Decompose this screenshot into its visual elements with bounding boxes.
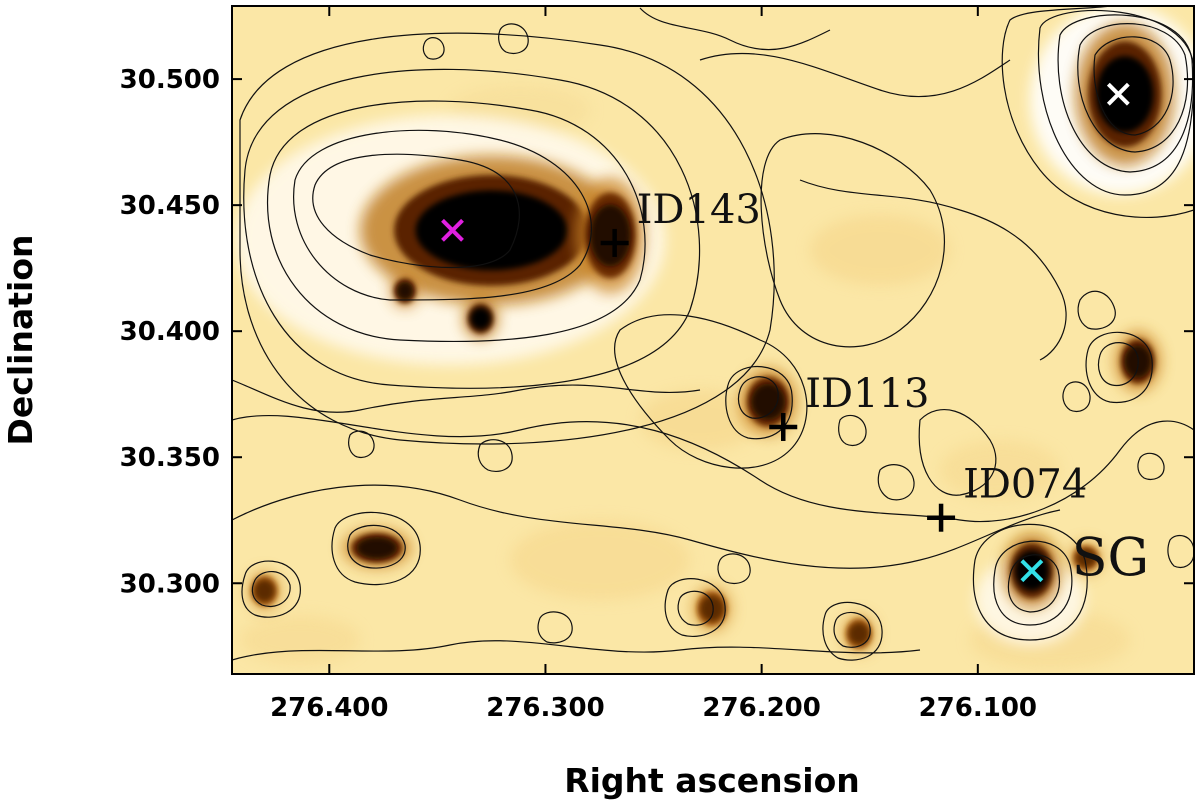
- y-tick-label: 30.500: [120, 65, 220, 95]
- y-tick: 30.450: [120, 191, 1194, 221]
- x-tick: 276.100: [919, 6, 1037, 723]
- contour-low-1: [347, 524, 406, 569]
- contour-low-4: [241, 560, 301, 618]
- contour-low-10: [477, 439, 513, 473]
- contour-ne-5: [1001, 6, 1194, 218]
- contour-low-13: [1062, 381, 1091, 413]
- contour-main-2: [293, 129, 592, 301]
- emission-blob: [246, 570, 282, 612]
- contour-main-5: [239, 32, 775, 445]
- contour-wide-8: [918, 409, 997, 496]
- contour-low-17: [1167, 534, 1194, 569]
- contour-ne-1: [1093, 36, 1174, 136]
- contour-sg-2: [993, 540, 1073, 626]
- y-axis-ticks: 30.500 30.450 30.400 30.350 30.300: [120, 65, 1194, 599]
- y-tick: 30.500: [120, 65, 1194, 95]
- y-axis-title: Declination: [1, 235, 40, 446]
- x-marker: [1106, 82, 1130, 106]
- contour-mid-1: [614, 314, 808, 469]
- y-tick-label: 30.350: [120, 443, 220, 473]
- contour-right-3: [1077, 290, 1116, 330]
- x-marker: SG: [1020, 529, 1149, 589]
- y-tick: 30.350: [120, 443, 1194, 473]
- contour-ne-3: [1057, 14, 1194, 173]
- plot-area: ID143 ID113 ID074 SG: [232, 6, 1194, 674]
- y-tick-label: 30.450: [120, 191, 220, 221]
- contour-main-4: [243, 68, 701, 389]
- contour-wide-4: [699, 52, 1011, 98]
- contour-low-14: [498, 23, 529, 55]
- contour-id113-1: [737, 376, 779, 419]
- contour-sg-1: [1007, 554, 1060, 613]
- plus-marker-id074: ID074: [927, 462, 1087, 532]
- contour-right-1: [1097, 342, 1139, 387]
- contour-low-6: [664, 578, 726, 637]
- sg-label: SG: [1072, 529, 1149, 589]
- contour-ne-2: [1077, 23, 1189, 153]
- x-tick: 276.200: [702, 6, 821, 723]
- contour-low-16: [348, 430, 375, 459]
- plus-marker-id143: ID143: [600, 187, 761, 257]
- contour-low-5: [677, 590, 714, 626]
- emission-blob: [360, 155, 623, 306]
- contours: [232, 6, 1194, 661]
- emission-blob: [1068, 541, 1104, 576]
- emission-blob: [841, 613, 877, 655]
- x-tick-label: 276.100: [919, 693, 1037, 723]
- y-tick: 30.400: [120, 317, 1194, 347]
- contour-low-18: [838, 414, 867, 447]
- plus-markers: ID143 ID113 ID074: [600, 187, 1087, 532]
- contour-low-9: [537, 611, 573, 644]
- plus-marker-id113: ID113: [769, 371, 929, 441]
- emission-blob: [341, 527, 412, 569]
- contour-main-3: [266, 100, 646, 343]
- contour-wide-7: [232, 640, 921, 661]
- contour-right-2: [1085, 331, 1153, 404]
- x-tick-label: 276.300: [486, 693, 604, 723]
- contour-wide-3: [232, 379, 701, 413]
- contour-low-8: [822, 601, 883, 661]
- source-label: ID113: [805, 371, 929, 417]
- y-tick-label: 30.300: [120, 569, 220, 599]
- contour-low-7: [833, 611, 871, 648]
- contour-main-inner: [312, 153, 520, 269]
- contour-mid-2: [760, 133, 945, 348]
- emission-blob: [390, 273, 420, 308]
- contour-wide-6: [799, 179, 1067, 361]
- plot-frame: [231, 5, 1195, 675]
- source-label: ID143: [637, 187, 761, 233]
- x-axis-ticks: 276.400 276.300 276.200 276.100: [270, 6, 1037, 723]
- contour-ne-4: [1037, 9, 1194, 196]
- x-axis-title: Right ascension: [564, 761, 860, 800]
- contour-low-11: [717, 553, 751, 585]
- contour-low-3: [251, 571, 291, 607]
- contour-low-2: [331, 511, 421, 586]
- x-markers: SG: [441, 82, 1149, 589]
- contour-low-12: [1137, 452, 1165, 481]
- contour-low-19: [877, 464, 915, 501]
- x-tick: 276.400: [270, 6, 388, 723]
- contour-wide-1: [232, 414, 1194, 523]
- emission-blob: [575, 177, 646, 294]
- x-tick-label: 276.200: [702, 693, 820, 723]
- emission-blob: [463, 298, 499, 339]
- contour-low-15: [422, 37, 445, 60]
- contour-sg-3: [972, 523, 1088, 641]
- x-tick-label: 276.400: [270, 693, 388, 723]
- x-marker: [441, 218, 464, 242]
- source-label: ID074: [963, 462, 1087, 508]
- y-tick: 30.300: [120, 569, 1194, 599]
- y-tick-label: 30.400: [120, 317, 220, 347]
- contour-wide-5: [639, 7, 831, 51]
- contour-wide-2: [232, 484, 1061, 569]
- x-tick: 276.300: [486, 6, 605, 723]
